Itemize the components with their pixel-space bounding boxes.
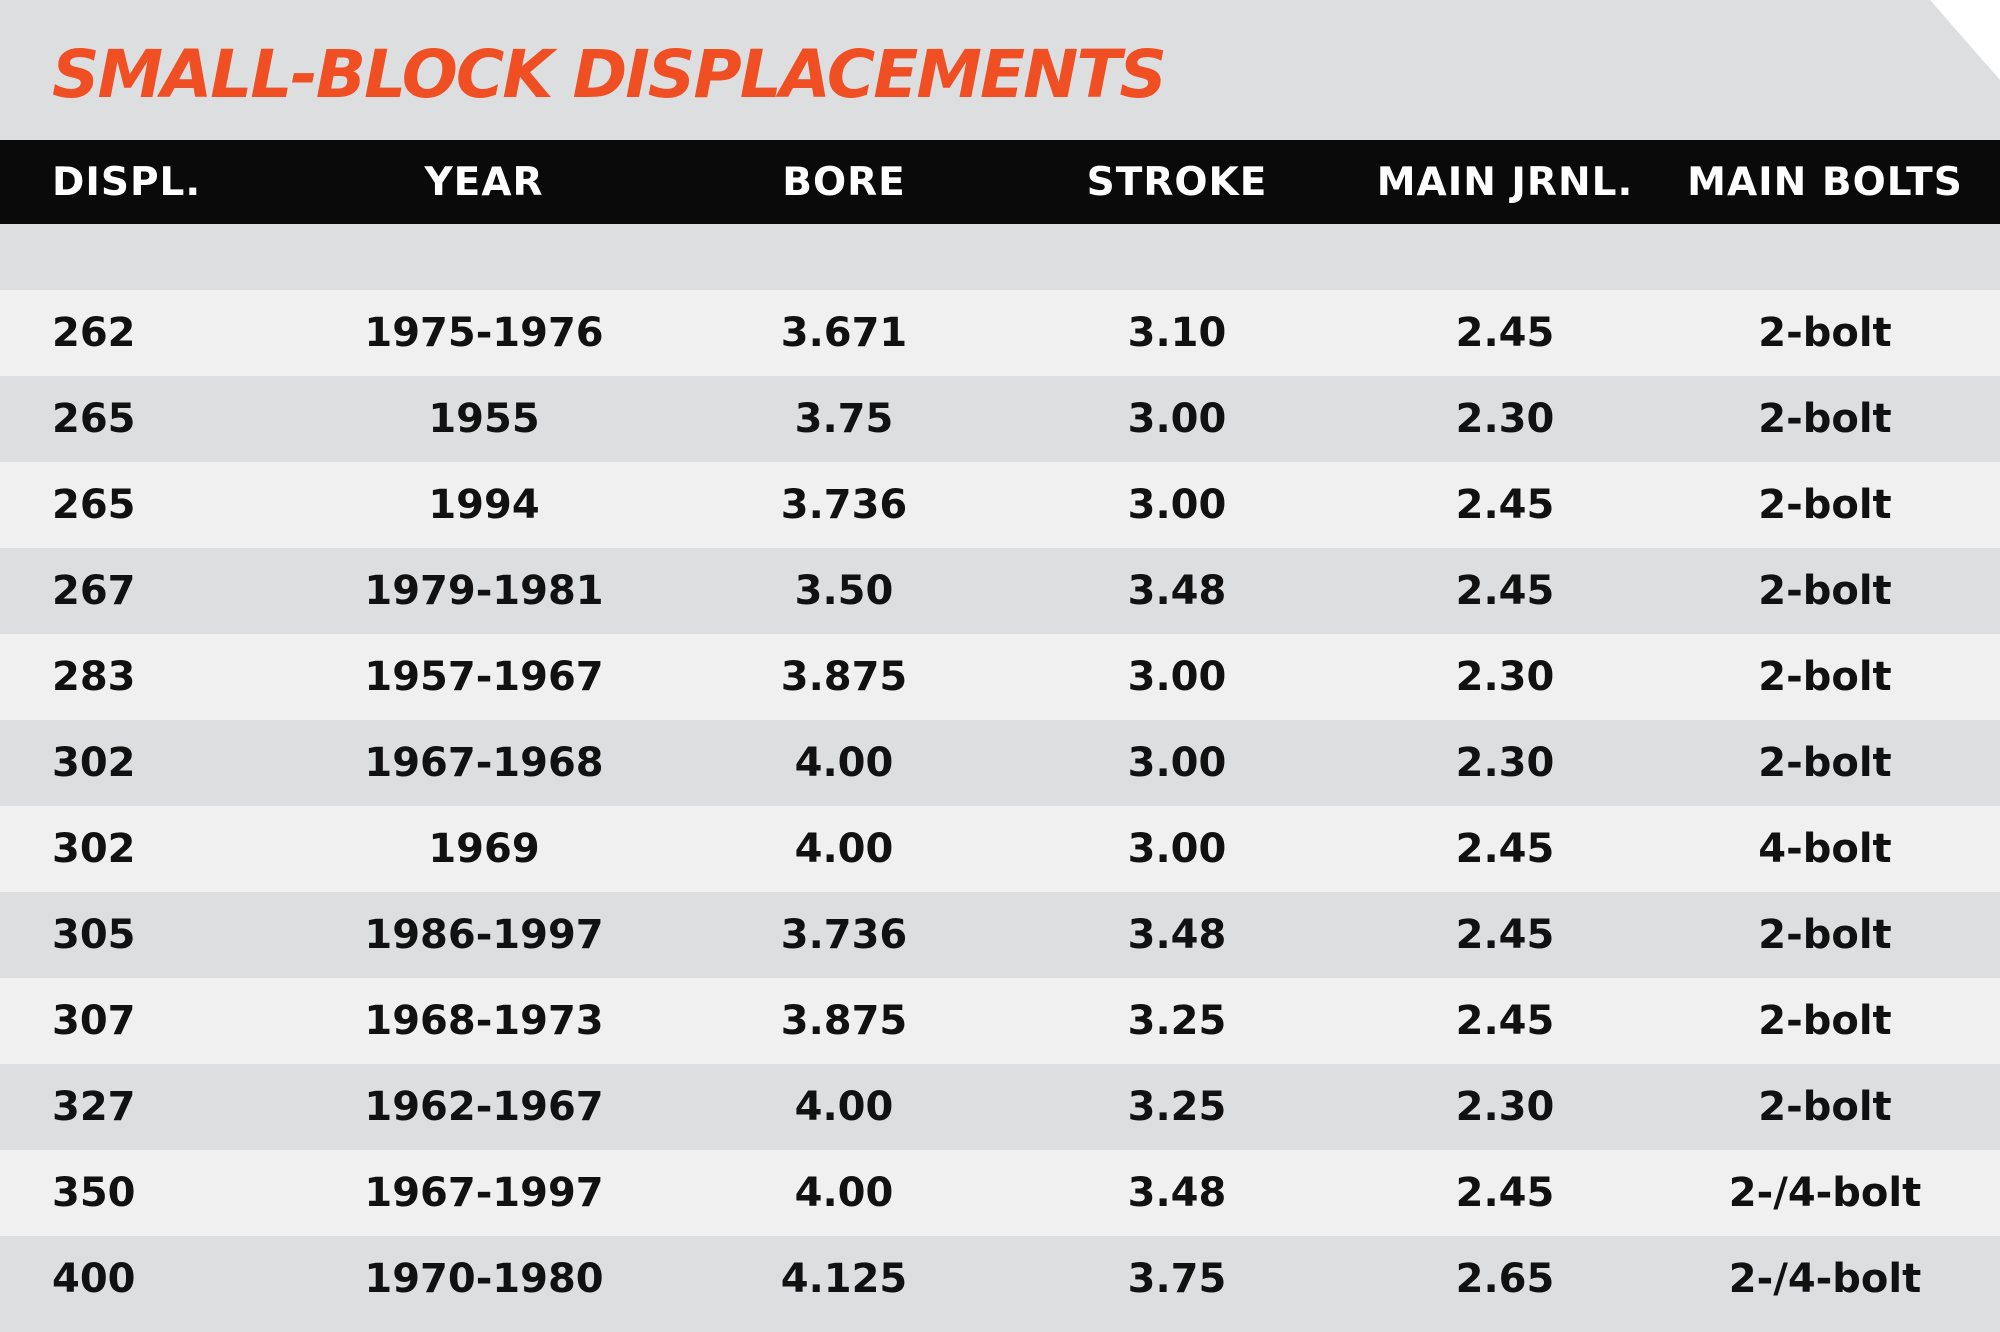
cell-main-bolts: 2-/4-bolt (1728, 1170, 1922, 1216)
cell-main-bolts: 4-bolt (1758, 826, 1892, 872)
cell-main-jrnl: 2.30 (1455, 740, 1555, 786)
cell-main-bolts: 2-bolt (1758, 654, 1892, 700)
cell-stroke: 3.00 (1127, 740, 1227, 786)
cell-displ: 283 (52, 654, 136, 700)
table-header-row: DISPL. YEAR BORE STROKE MAIN JRNL. MAIN … (0, 140, 2000, 224)
cell-main-jrnl: 2.45 (1455, 826, 1555, 872)
cell-main-jrnl: 2.45 (1455, 1170, 1555, 1216)
cell-main-bolts: 2-/4-bolt (1728, 1256, 1922, 1302)
cell-main-bolts: 2-bolt (1758, 998, 1892, 1044)
cell-stroke: 3.00 (1127, 482, 1227, 528)
table-row: 302 1967-1968 4.00 3.00 2.30 2-bolt (0, 720, 2000, 806)
table-row: 267 1979-1981 3.50 3.48 2.45 2-bolt (0, 548, 2000, 634)
cell-bore: 3.671 (780, 310, 908, 356)
cell-year: 1967-1997 (364, 1170, 604, 1216)
cell-displ: 302 (52, 826, 136, 872)
cell-displ: 350 (52, 1170, 136, 1216)
cell-year: 1979-1981 (364, 568, 604, 614)
displacement-table: DISPL. YEAR BORE STROKE MAIN JRNL. MAIN … (0, 140, 2000, 1322)
table-row: 350 1967-1997 4.00 3.48 2.45 2-/4-bolt (0, 1150, 2000, 1236)
cell-main-bolts: 2-bolt (1758, 396, 1892, 442)
cell-displ: 327 (52, 1084, 136, 1130)
cell-stroke: 3.75 (1127, 1256, 1227, 1302)
table-body: 262 1975-1976 3.671 3.10 2.45 2-bolt 265 1955 3.… (0, 290, 2000, 1322)
cell-main-jrnl: 2.45 (1455, 482, 1555, 528)
cell-year: 1969 (428, 826, 540, 872)
cell-stroke: 3.25 (1127, 998, 1227, 1044)
cell-main-jrnl: 2.65 (1455, 1256, 1555, 1302)
cell-displ: 265 (52, 482, 136, 528)
column-header-main-bolts: MAIN BOLTS (1687, 159, 1963, 205)
table-row: 302 1969 4.00 3.00 2.45 4-bolt (0, 806, 2000, 892)
cell-bore: 4.00 (794, 1170, 894, 1216)
cell-year: 1975-1976 (364, 310, 604, 356)
cell-year: 1986-1997 (364, 912, 604, 958)
cell-displ: 302 (52, 740, 136, 786)
column-header-displ: DISPL. (52, 159, 202, 205)
cell-main-jrnl: 2.45 (1455, 568, 1555, 614)
corner-cut-decoration (1930, 0, 2000, 80)
cell-bore: 4.00 (794, 1084, 894, 1130)
cell-bore: 4.00 (794, 826, 894, 872)
column-header-main-jrnl: MAIN JRNL. (1376, 159, 1634, 205)
cell-bore: 3.50 (794, 568, 894, 614)
cell-displ: 400 (52, 1256, 136, 1302)
cell-displ: 262 (52, 310, 136, 356)
cell-main-bolts: 2-bolt (1758, 310, 1892, 356)
table-row: 262 1975-1976 3.671 3.10 2.45 2-bolt (0, 290, 2000, 376)
table-row: 265 1994 3.736 3.00 2.45 2-bolt (0, 462, 2000, 548)
table-row: 265 1955 3.75 3.00 2.30 2-bolt (0, 376, 2000, 462)
cell-bore: 3.875 (780, 998, 908, 1044)
cell-stroke: 3.00 (1127, 654, 1227, 700)
cell-year: 1994 (428, 482, 540, 528)
cell-main-jrnl: 2.45 (1455, 998, 1555, 1044)
column-header-bore: BORE (782, 159, 906, 205)
page-title: SMALL-BLOCK DISPLACEMENTS (52, 36, 1167, 113)
cell-main-bolts: 2-bolt (1758, 912, 1892, 958)
cell-main-bolts: 2-bolt (1758, 1084, 1892, 1130)
cell-year: 1968-1973 (364, 998, 604, 1044)
cell-stroke: 3.00 (1127, 826, 1227, 872)
cell-main-bolts: 2-bolt (1758, 568, 1892, 614)
table-row: 327 1962-1967 4.00 3.25 2.30 2-bolt (0, 1064, 2000, 1150)
cell-bore: 4.125 (780, 1256, 908, 1302)
column-header-year: YEAR (424, 159, 544, 205)
cell-stroke: 3.00 (1127, 396, 1227, 442)
cell-main-jrnl: 2.30 (1455, 654, 1555, 700)
table-spacer-row (0, 224, 2000, 290)
cell-displ: 307 (52, 998, 136, 1044)
cell-stroke: 3.25 (1127, 1084, 1227, 1130)
cell-main-jrnl: 2.30 (1455, 1084, 1555, 1130)
cell-main-jrnl: 2.45 (1455, 912, 1555, 958)
cell-year: 1967-1968 (364, 740, 604, 786)
cell-displ: 265 (52, 396, 136, 442)
cell-bore: 3.75 (794, 396, 894, 442)
cell-stroke: 3.48 (1127, 912, 1227, 958)
cell-bore: 4.00 (794, 740, 894, 786)
cell-main-jrnl: 2.30 (1455, 396, 1555, 442)
table-row: 400 1970-1980 4.125 3.75 2.65 2-/4-bolt (0, 1236, 2000, 1322)
cell-main-bolts: 2-bolt (1758, 740, 1892, 786)
cell-main-bolts: 2-bolt (1758, 482, 1892, 528)
column-header-stroke: STROKE (1086, 159, 1268, 205)
cell-main-jrnl: 2.45 (1455, 310, 1555, 356)
cell-bore: 3.736 (780, 482, 908, 528)
cell-stroke: 3.48 (1127, 1170, 1227, 1216)
cell-bore: 3.875 (780, 654, 908, 700)
cell-year: 1957-1967 (364, 654, 604, 700)
cell-year: 1955 (428, 396, 540, 442)
cell-displ: 267 (52, 568, 136, 614)
table-row: 283 1957-1967 3.875 3.00 2.30 2-bolt (0, 634, 2000, 720)
table-row: 305 1986-1997 3.736 3.48 2.45 2-bolt (0, 892, 2000, 978)
cell-bore: 3.736 (780, 912, 908, 958)
cell-year: 1970-1980 (364, 1256, 604, 1302)
cell-year: 1962-1967 (364, 1084, 604, 1130)
table-row: 307 1968-1973 3.875 3.25 2.45 2-bolt (0, 978, 2000, 1064)
cell-stroke: 3.10 (1127, 310, 1227, 356)
cell-stroke: 3.48 (1127, 568, 1227, 614)
cell-displ: 305 (52, 912, 136, 958)
